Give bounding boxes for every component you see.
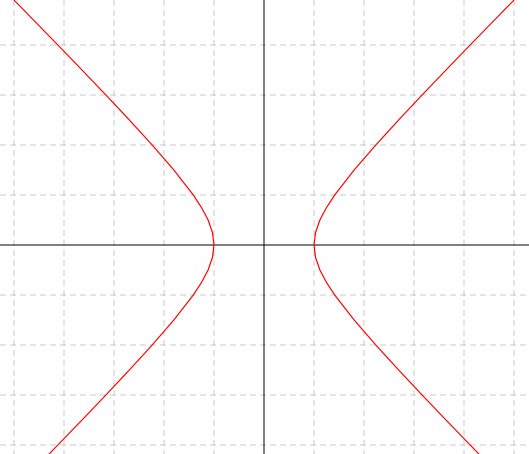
curve (13, 0, 215, 454)
curve (313, 0, 515, 454)
